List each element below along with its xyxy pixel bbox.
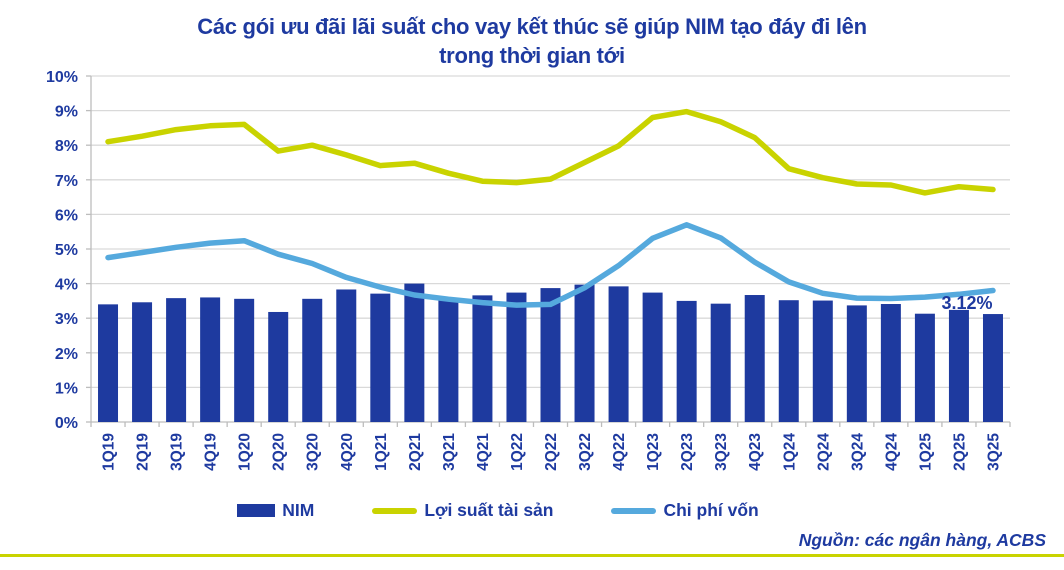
cost-of-funds-line <box>105 222 996 308</box>
nim-bar-1Q24 <box>778 300 799 422</box>
nim-bar-1Q20 <box>234 298 255 422</box>
legend-label-nim: NIM <box>282 500 315 520</box>
nim-bar-2Q25 <box>948 309 969 422</box>
chart-legend: NIM Lợi suất tài sản Chi phí vốn <box>0 500 1030 521</box>
nim-bar-3Q25 <box>982 314 1003 422</box>
legend-item-nim: NIM <box>237 500 314 521</box>
y-axis-label-7: 7% <box>55 173 78 190</box>
nim-bar-3Q24 <box>846 305 867 422</box>
y-axis-label-9: 9% <box>55 104 78 121</box>
nim-bar-4Q21 <box>472 295 493 422</box>
x-axis-label-3Q22: 3Q22 <box>577 433 594 471</box>
x-axis-label-3Q24: 3Q24 <box>849 433 866 471</box>
y-axis-label-8: 8% <box>55 138 78 155</box>
legend-item-cost-of-funds: Chi phí vốn <box>611 500 759 521</box>
x-axis-label-3Q25: 3Q25 <box>985 433 1002 471</box>
x-axis-label-1Q21: 1Q21 <box>373 433 390 471</box>
x-axis-label-4Q22: 4Q22 <box>611 433 628 471</box>
nim-bar-2Q22 <box>540 288 561 422</box>
x-axis-label-2Q21: 2Q21 <box>407 433 424 471</box>
legend-item-asset-yield: Lợi suất tài sản <box>372 500 553 521</box>
nim-bar-4Q19 <box>200 297 221 422</box>
x-axis-label-4Q20: 4Q20 <box>339 433 356 471</box>
nim-bar-2Q20 <box>268 311 289 422</box>
y-axis-label-10: 10% <box>46 69 78 86</box>
nim-bar-4Q20 <box>336 289 357 422</box>
x-axis-label-1Q25: 1Q25 <box>917 433 934 471</box>
nim-bar-3Q22 <box>574 284 595 422</box>
x-axis-label-4Q23: 4Q23 <box>747 433 764 471</box>
x-axis-label-2Q24: 2Q24 <box>815 433 832 471</box>
y-axis-label-3: 3% <box>55 311 78 328</box>
chart-title: Các gói ưu đãi lãi suất cho vay kết thúc… <box>0 12 1064 70</box>
nim-bar-1Q23 <box>642 292 663 422</box>
last-nim-value-label: 3.12% <box>941 293 992 313</box>
x-axis-label-3Q20: 3Q20 <box>305 433 322 471</box>
bottom-rule <box>0 554 1064 557</box>
x-axis-label-1Q24: 1Q24 <box>781 433 798 471</box>
nim-bar-1Q19 <box>98 304 119 422</box>
x-axis-label-2Q22: 2Q22 <box>543 433 560 471</box>
x-axis-label-4Q24: 4Q24 <box>883 433 900 471</box>
x-axis-label-2Q20: 2Q20 <box>271 433 288 471</box>
x-axis-label-1Q23: 1Q23 <box>645 433 662 471</box>
legend-label-cost-of-funds: Chi phí vốn <box>663 500 759 520</box>
nim-bar-4Q23 <box>744 295 765 422</box>
legend-label-asset-yield: Lợi suất tài sản <box>424 500 554 520</box>
chart-title-line2: trong thời gian tới <box>439 43 625 68</box>
x-axis-label-3Q23: 3Q23 <box>713 433 730 471</box>
y-axis-label-2: 2% <box>55 346 78 363</box>
x-axis-label-3Q21: 3Q21 <box>441 433 458 471</box>
x-axis-label-2Q19: 2Q19 <box>135 433 152 471</box>
y-axis-label-0: 0% <box>55 415 78 432</box>
nim-bar-1Q21 <box>370 293 391 422</box>
nim-bar-2Q19 <box>132 302 153 422</box>
chart-title-line1: Các gói ưu đãi lãi suất cho vay kết thúc… <box>197 14 867 39</box>
y-axis-label-5: 5% <box>55 242 78 259</box>
asset-yield-line <box>105 108 996 196</box>
nim-bar-3Q21 <box>438 299 459 422</box>
nim-bar-3Q23 <box>710 303 731 422</box>
cost-of-funds-line-swatch <box>611 507 657 514</box>
nim-bar-2Q24 <box>812 300 833 422</box>
asset-yield-line-swatch <box>372 507 418 514</box>
x-axis-label-1Q19: 1Q19 <box>101 433 118 471</box>
source-note: Nguồn: các ngân hàng, ACBS <box>798 530 1046 550</box>
nim-bar-1Q25 <box>914 313 935 422</box>
nim-bar-2Q21 <box>404 283 425 422</box>
x-axis-label-4Q19: 4Q19 <box>203 433 220 471</box>
nim-bar-1Q22 <box>506 292 527 422</box>
nim-bar-swatch <box>237 504 276 517</box>
x-axis-label-3Q19: 3Q19 <box>169 433 186 471</box>
nim-bar-3Q19 <box>166 298 187 422</box>
x-axis-label-1Q20: 1Q20 <box>237 433 254 471</box>
nim-bar-3Q20 <box>302 298 323 422</box>
x-axis-label-2Q25: 2Q25 <box>951 433 968 471</box>
y-axis-label-1: 1% <box>55 380 78 397</box>
x-axis-label-4Q21: 4Q21 <box>475 433 492 471</box>
x-axis-label-2Q23: 2Q23 <box>679 433 696 471</box>
y-axis-label-6: 6% <box>55 207 78 224</box>
nim-bar-4Q22 <box>608 286 629 422</box>
nim-bar-4Q24 <box>880 304 901 422</box>
y-axis-label-4: 4% <box>55 277 78 294</box>
x-axis-label-1Q22: 1Q22 <box>509 433 526 471</box>
nim-bar-2Q23 <box>676 300 697 422</box>
